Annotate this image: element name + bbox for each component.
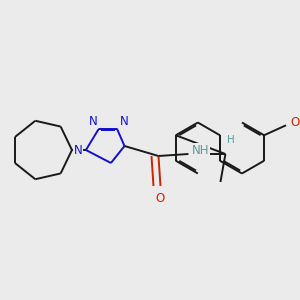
Text: N: N [74,143,82,157]
Text: NH: NH [192,143,209,157]
Text: N: N [88,115,97,128]
Text: O: O [290,116,300,129]
Text: N: N [119,115,128,128]
Text: O: O [156,193,165,206]
Text: H: H [226,135,234,145]
